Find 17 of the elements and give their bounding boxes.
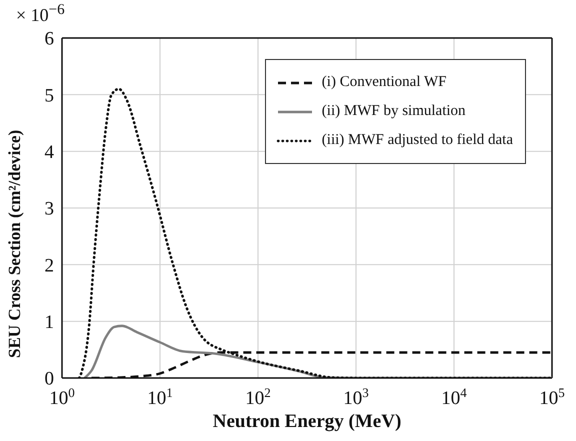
legend-label: (i) Conventional WF — [322, 74, 446, 91]
x-axis-title: Neutron Energy (MeV) — [212, 411, 402, 432]
x-tick-label: 10$^{1}$ — [147, 384, 173, 409]
y-tick-label: 6 — [44, 28, 54, 50]
y-tick-label: 1 — [44, 312, 54, 334]
x-tick-label: 10$^{3}$ — [343, 384, 369, 409]
x-tick-label: 10$^{2}$ — [245, 384, 271, 409]
y-axis-title: SEU Cross Section (cm²/device) — [5, 130, 24, 358]
legend-label: (iii) MWF adjusted to field data — [322, 132, 513, 149]
legend-label: (ii) MWF by simulation — [322, 103, 466, 120]
x-tick-label: 10$^{4}$ — [441, 384, 468, 409]
y-tick-label: 3 — [44, 198, 54, 220]
text: × 10$^{−6}$ — [16, 2, 65, 26]
y-tick-label: 5 — [44, 85, 54, 106]
y-tick-label: 2 — [44, 255, 54, 276]
x-tick-label: 10$^{5}$ — [539, 384, 565, 409]
y-tick-label: 4 — [44, 142, 54, 164]
